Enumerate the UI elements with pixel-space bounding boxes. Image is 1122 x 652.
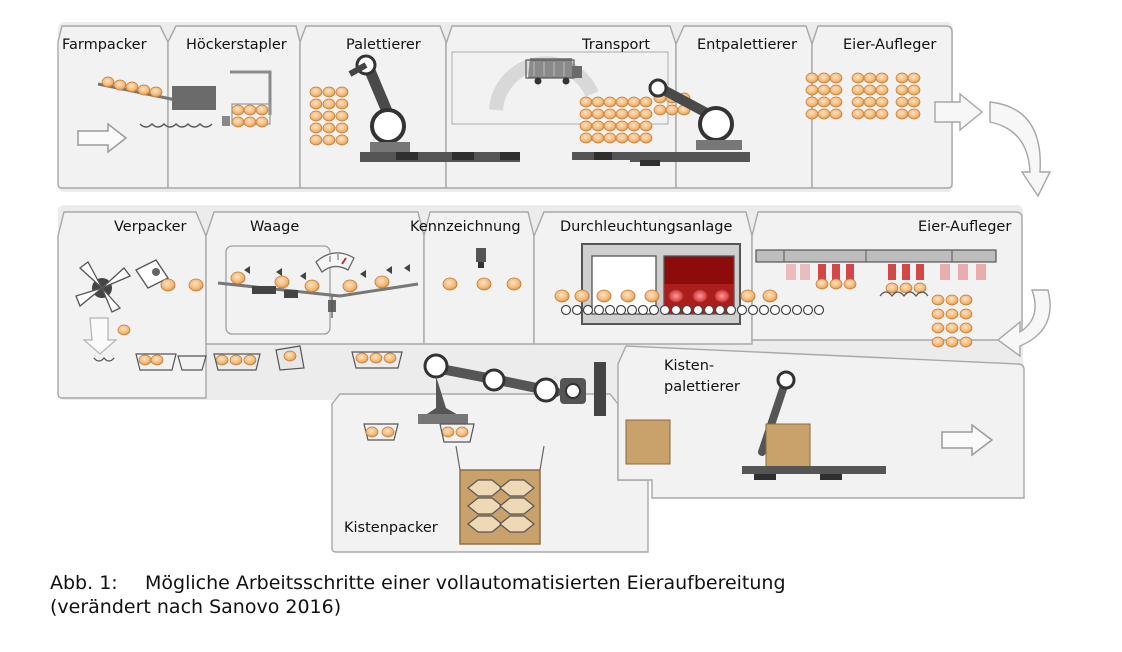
conveyor-row-2: [160, 264, 522, 298]
label-eier-aufleger-1: Eier-Aufleger: [843, 37, 936, 53]
label-waage: Waage: [250, 219, 299, 235]
label-entpalettierer: Entpalettierer: [697, 37, 797, 53]
panel-verpacker: [57, 211, 207, 399]
palettierer-robot: [309, 54, 520, 162]
panel-farmpacker: [57, 25, 169, 189]
label-eier-aufleger-2: Eier-Aufleger: [918, 219, 1011, 235]
label-kennzeichnung: Kennzeichnung: [410, 219, 521, 235]
kistenpalettierer-robot: [625, 370, 886, 480]
arrow-right-icon: [941, 423, 994, 457]
eier-aufleger-2-machine: [755, 249, 997, 348]
printer-icon: [476, 248, 486, 268]
stamp-icon: [135, 259, 169, 289]
label-transport: Transport: [581, 37, 650, 53]
curved-arrow-icon: [996, 289, 1051, 358]
label-durchleuchtungsanlage: Durchleuchtungsanlage: [560, 219, 732, 235]
arrow-right-icon: [77, 122, 128, 154]
label-palettierer: Palettierer: [346, 37, 421, 53]
figure-caption: Abb. 1: Mögliche Arbeitsschritte einer vo…: [50, 572, 786, 594]
figure-caption-text: Mögliche Arbeitsschritte einer vollautom…: [145, 572, 786, 594]
label-kistenpalettierer-1: Kisten-: [664, 358, 714, 374]
verpacker-machine: [75, 259, 169, 362]
egg-crate: [455, 445, 545, 545]
figure-number: Abb. 1:: [50, 572, 118, 594]
robot-arm-icon: [363, 353, 606, 443]
hoeckerstapler-machine: [222, 70, 272, 128]
carton-row: [135, 345, 403, 371]
candling-chamber: [554, 243, 825, 325]
entpalettierer-robot: [630, 78, 750, 166]
label-farmpacker: Farmpacker: [62, 37, 147, 53]
scale-gauge-icon: [315, 252, 355, 318]
truck-icon: [489, 56, 599, 111]
farmpacker-machine: [77, 76, 216, 154]
figure-source: (verändert nach Sanovo 2016): [50, 596, 342, 618]
panel-kistenpalettierer: [617, 345, 1025, 499]
curved-arrow-icon: [934, 92, 1052, 198]
label-kistenpacker: Kistenpacker: [344, 520, 438, 536]
label-verpacker: Verpacker: [114, 219, 187, 235]
label-hoeckerstapler: Höckerstapler: [186, 37, 287, 53]
label-kistenpalettierer-2: palettierer: [664, 379, 740, 395]
